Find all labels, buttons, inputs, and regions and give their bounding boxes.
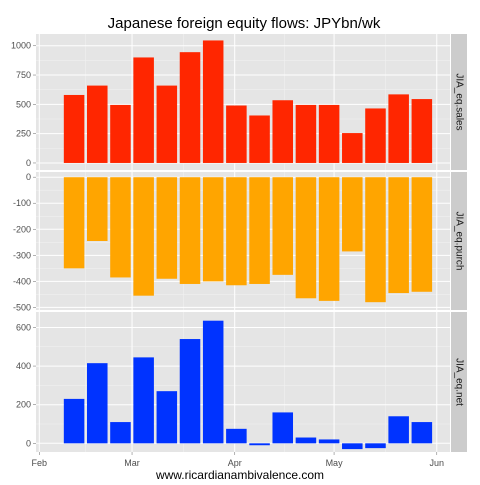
bar-JIA_eq.net-2 [110,422,131,444]
panel-JIA_eq.purch: 0 -100 -200 -300 -400 -500 JIA_eq.purch [13,172,467,312]
bar-JIA_eq.sales-13 [365,108,386,163]
bar-JIA_eq.purch-1 [87,177,108,241]
bar-JIA_eq.net-11 [318,439,340,444]
bar-JIA_eq.net-5 [179,339,201,444]
bar-JIA_eq.net-8 [249,443,270,446]
y-tick-label: -300 [13,250,31,260]
facet-strip-label: JIA_eq.sales [454,73,465,130]
y-tick-label: 250 [16,129,31,139]
bar-JIA_eq.net-0 [63,398,85,444]
bar-JIA_eq.purch-9 [272,177,294,275]
bar-JIA_eq.purch-13 [365,177,386,303]
bar-JIA_eq.purch-7 [226,177,247,286]
x-tick-label: Mar [124,458,140,468]
y-tick-label: 200 [16,400,31,410]
bar-JIA_eq.purch-14 [388,177,409,294]
bar-JIA_eq.sales-9 [272,100,294,163]
y-tick-label: 750 [16,70,31,80]
y-tick-label: 500 [16,99,31,109]
facet-strip [451,34,467,170]
bar-JIA_eq.net-6 [202,320,224,444]
y-tick-label: 600 [16,322,31,332]
bar-JIA_eq.sales-12 [342,133,363,163]
x-tick-label: Jun [429,458,444,468]
bar-JIA_eq.purch-15 [411,177,433,292]
y-tick-label: -500 [13,302,31,312]
bar-JIA_eq.net-7 [226,428,247,444]
chart-caption: www.ricardianambivalence.com [155,468,324,480]
bar-JIA_eq.sales-8 [249,115,270,163]
bar-JIA_eq.purch-5 [179,177,201,284]
bar-JIA_eq.purch-0 [63,177,85,269]
y-tick-label: 0 [26,172,31,182]
bar-JIA_eq.sales-14 [388,94,409,163]
x-tick-label: May [326,458,344,468]
panel-JIA_eq.sales: 0 250 500 750 1000 JIA_eq.sales [11,34,467,170]
bar-JIA_eq.purch-11 [318,177,340,301]
bar-JIA_eq.purch-6 [202,177,224,282]
bar-JIA_eq.sales-2 [110,104,131,163]
bar-JIA_eq.sales-10 [295,104,317,163]
facet-strip-label: JIA_eq.net [454,358,465,406]
facet-strip [451,312,467,452]
bar-JIA_eq.sales-0 [63,94,85,163]
bar-JIA_eq.purch-8 [249,177,270,284]
x-tick-label: Feb [32,458,48,468]
y-tick-label: 0 [26,438,31,448]
bar-JIA_eq.purch-12 [342,177,363,252]
bar-JIA_eq.net-3 [133,357,154,444]
bar-JIA_eq.purch-2 [110,177,131,278]
bar-JIA_eq.sales-7 [226,105,247,163]
bar-JIA_eq.sales-11 [318,104,340,163]
bar-JIA_eq.sales-4 [156,85,178,163]
panel-JIA_eq.net: 0 200 400 600 JIA_eq.net [16,312,467,452]
bar-JIA_eq.purch-3 [133,177,154,296]
bar-JIA_eq.net-13 [365,443,386,449]
bar-JIA_eq.net-1 [87,363,108,444]
y-tick-label: -400 [13,276,31,286]
bar-JIA_eq.net-12 [342,443,363,450]
bar-JIA_eq.net-9 [272,412,294,444]
bar-JIA_eq.purch-4 [156,177,178,279]
y-tick-label: 1000 [11,41,31,51]
bar-JIA_eq.net-14 [388,416,409,444]
y-tick-label: 400 [16,361,31,371]
facet-strip-label: JIA_eq.purch [454,212,465,271]
panels-layer: 0 250 500 750 1000 JIA_eq.sales 0 -100 -200 -300 -… [11,34,467,452]
facet-strip [451,172,467,310]
bar-JIA_eq.sales-6 [202,40,224,163]
y-tick-label: -100 [13,198,31,208]
bar-JIA_eq.net-4 [156,391,178,444]
bar-JIA_eq.purch-10 [295,177,317,299]
bar-JIA_eq.net-10 [295,437,317,444]
x-tick-label: Apr [228,458,242,468]
bar-JIA_eq.sales-1 [87,85,108,163]
bar-JIA_eq.net-15 [411,422,433,444]
bar-JIA_eq.sales-3 [133,57,154,163]
bar-JIA_eq.sales-5 [179,52,201,163]
x-axis: Feb Mar Apr May Jun [32,452,444,468]
bar-JIA_eq.sales-15 [411,99,433,163]
y-tick-label: 0 [26,158,31,168]
y-tick-label: -200 [13,224,31,234]
chart-title: Japanese foreign equity flows: JPYbn/wk [108,15,381,32]
